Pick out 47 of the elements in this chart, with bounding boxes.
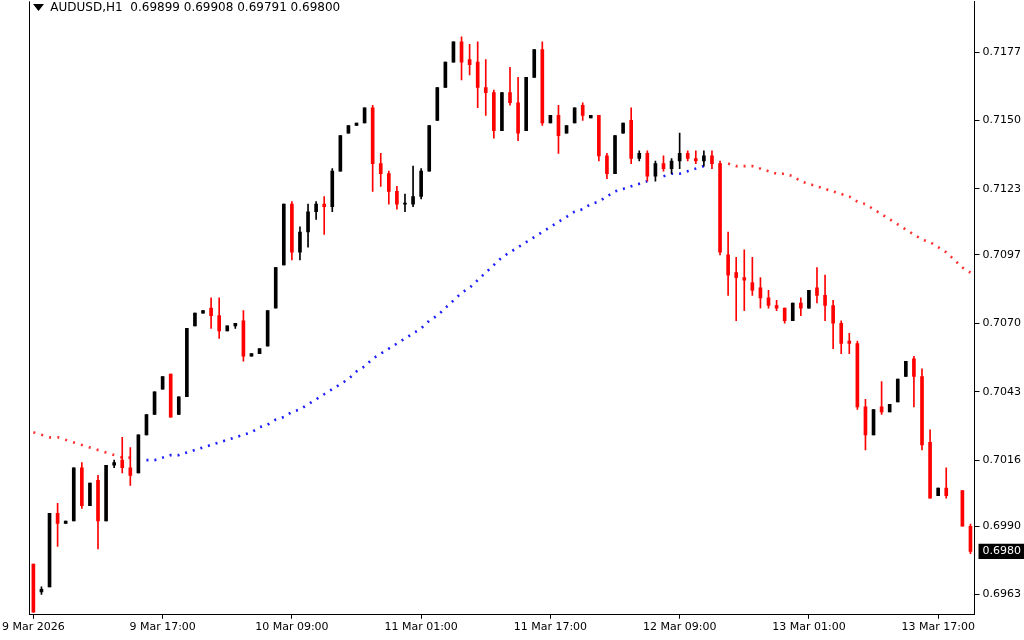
line-series bbox=[726, 162, 972, 274]
y-tick-label: 0.7123 bbox=[982, 181, 1022, 195]
candlestick bbox=[613, 135, 617, 175]
candlestick bbox=[225, 325, 230, 332]
candlestick bbox=[176, 396, 181, 415]
candlestick bbox=[807, 289, 811, 309]
y-tick-label: 0.7177 bbox=[982, 44, 1022, 58]
candlestick bbox=[273, 267, 278, 309]
y-tick-label: 0.7097 bbox=[982, 247, 1022, 261]
x-tick-label: 11 Mar 01:00 bbox=[384, 620, 458, 634]
candlestick bbox=[88, 482, 92, 507]
y-tick-label: 0.7070 bbox=[982, 316, 1022, 330]
y-tick-label: 0.6980 bbox=[982, 544, 1022, 558]
candlestick bbox=[532, 49, 537, 78]
x-tick-label: 9 Mar 2026 bbox=[2, 620, 65, 634]
y-tick-label: 0.6963 bbox=[982, 587, 1022, 601]
candlestick bbox=[193, 312, 197, 327]
y-tick-label: 0.7043 bbox=[982, 384, 1022, 398]
candlestick bbox=[790, 302, 795, 322]
candlestick bbox=[185, 328, 189, 398]
x-tick-label: 13 Mar 01:00 bbox=[772, 620, 846, 634]
candlestick bbox=[588, 115, 593, 119]
candlestick bbox=[71, 467, 76, 522]
candlestick bbox=[281, 203, 286, 266]
x-tick-label: 13 Mar 17:00 bbox=[901, 620, 975, 634]
x-tick-label: 12 Mar 09:00 bbox=[642, 620, 717, 634]
y-tick-label: 0.6990 bbox=[982, 518, 1022, 532]
candlestick bbox=[435, 87, 440, 121]
candlestick bbox=[500, 92, 504, 131]
candlestick bbox=[63, 520, 68, 524]
candlestick bbox=[168, 373, 173, 418]
candlestick bbox=[621, 122, 625, 134]
x-tick-label: 11 Mar 17:00 bbox=[513, 620, 588, 634]
line-series bbox=[145, 179, 649, 462]
candlestick bbox=[201, 310, 205, 314]
candlestick bbox=[887, 404, 892, 413]
candlestick bbox=[104, 464, 108, 522]
candlestick bbox=[904, 360, 908, 377]
line-series bbox=[662, 164, 706, 178]
y-tick-label: 0.7016 bbox=[982, 453, 1022, 467]
candlestick bbox=[936, 487, 940, 496]
candlestick bbox=[427, 125, 432, 172]
x-tick-label: 10 Mar 09:00 bbox=[255, 620, 329, 634]
candlestick bbox=[895, 378, 900, 403]
x-tick-label: 9 Mar 17:00 bbox=[129, 620, 196, 634]
y-tick-label: 0.7150 bbox=[982, 113, 1022, 127]
chart-title: AUDUSD,H1 0.69899 0.69908 0.69791 0.69800 bbox=[50, 0, 341, 15]
